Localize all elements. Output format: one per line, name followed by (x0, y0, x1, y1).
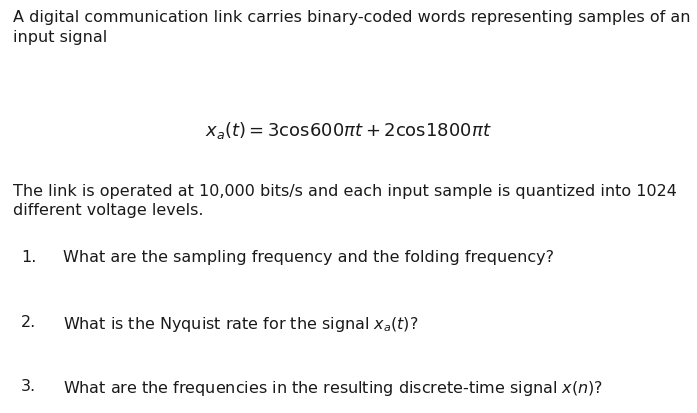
Text: 3.: 3. (21, 378, 36, 393)
Text: $x_a(t)=3\mathrm{cos}600\pi t+2\mathrm{cos}1800\pi t$: $x_a(t)=3\mathrm{cos}600\pi t+2\mathrm{c… (205, 120, 492, 140)
Text: 2.: 2. (21, 314, 36, 329)
Text: The link is operated at 10,000 bits/s and each input sample is quantized into 10: The link is operated at 10,000 bits/s an… (13, 184, 676, 218)
Text: What is the Nyquist rate for the signal $x_a(t)$?: What is the Nyquist rate for the signal … (63, 314, 418, 333)
Text: 1.: 1. (21, 250, 36, 265)
Text: What are the sampling frequency and the folding frequency?: What are the sampling frequency and the … (63, 250, 553, 265)
Text: What are the frequencies in the resulting discrete-time signal $x(n)$?: What are the frequencies in the resultin… (63, 378, 603, 397)
Text: A digital communication link carries binary-coded words representing samples of : A digital communication link carries bin… (13, 10, 690, 45)
